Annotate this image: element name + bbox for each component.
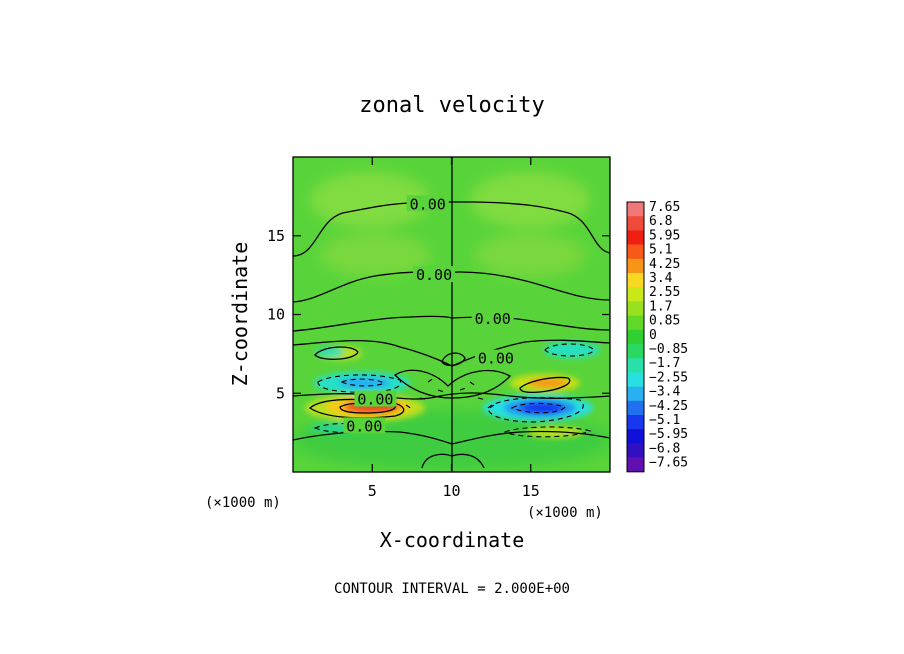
contour-center-lobe — [393, 369, 512, 399]
contour-label-bg-3 — [474, 349, 517, 366]
contour-label-bg-1 — [413, 266, 456, 283]
y-tick-label-1: 10 — [267, 306, 285, 324]
colorbar-swatch-9 — [627, 329, 644, 345]
y-tick-label-0: 5 — [276, 384, 285, 402]
contour-pos-right — [519, 376, 571, 394]
chart-title: zonal velocity — [359, 93, 544, 118]
colorbar-label-16: −5.95 — [649, 427, 688, 442]
colorbar-swatch-7 — [627, 301, 644, 316]
neg-right-upper — [544, 342, 600, 358]
dashed-neg-left-core — [340, 378, 386, 387]
colorbar-swatch-18 — [627, 457, 644, 473]
contour-label-1: 0.00 — [416, 266, 452, 284]
colorbar-swatch-14 — [627, 400, 644, 416]
contour-label-3: 0.00 — [478, 350, 514, 368]
colorbar-swatch-11 — [627, 358, 644, 373]
colorbar-swatch-16 — [627, 429, 644, 444]
contour-bottom — [421, 453, 485, 469]
contour-labels: 0.00 0.00 0.00 0.00 0.00 0.00 — [343, 195, 517, 435]
contour-label-2: 0.00 — [475, 310, 511, 328]
colorbar-swatch-2 — [627, 230, 644, 245]
colorbar-label-11: −1.7 — [649, 356, 680, 371]
contour-interval-note: CONTOUR INTERVAL = 2.000E+00 — [334, 581, 570, 597]
colorbar-label-10: −0.85 — [649, 342, 688, 357]
y-tick-label-2: 15 — [267, 227, 285, 245]
colorbar-label-0: 7.65 — [649, 200, 680, 215]
colorbar-label-7: 1.7 — [649, 299, 672, 314]
dashed-neg-right-core — [510, 402, 566, 414]
colorbar-swatch-0 — [627, 202, 644, 217]
colorbar-label-2: 5.95 — [649, 228, 680, 243]
colorbar-swatch-5 — [627, 273, 644, 288]
colorbar-label-6: 2.55 — [649, 285, 680, 300]
dashed-neg-upper-right — [544, 343, 595, 357]
axis-ticks: 5 10 15 5 10 15 — [267, 157, 610, 500]
y-axis-label: Z-coordinate — [228, 242, 252, 387]
x-tick-label-2: 15 — [522, 482, 540, 500]
colorbar-swatch-8 — [627, 315, 644, 331]
contour-small-center — [441, 352, 466, 367]
colorbar-swatch-13 — [627, 386, 644, 402]
colorbar: 7.656.85.955.14.253.42.551.70.850−0.85−1… — [626, 200, 688, 473]
contour-small-upper-left — [314, 346, 359, 360]
colorbar-label-15: −5.1 — [649, 413, 680, 428]
colorbar-swatch-1 — [627, 216, 644, 231]
colorbar-label-17: −6.8 — [649, 441, 680, 456]
contour-label-5: 0.00 — [346, 417, 382, 435]
contour-label-bg-5 — [343, 417, 386, 434]
colorbar-label-9: 0 — [649, 328, 657, 343]
colorbar-swatch-6 — [627, 287, 644, 302]
dashed-center-bits — [405, 377, 495, 410]
contour-third — [293, 315, 610, 332]
x-axis-label: X-coordinate — [380, 528, 525, 552]
colorbar-swatch-17 — [627, 443, 644, 458]
contour-label-bg-0 — [406, 195, 449, 212]
dashed-pos-lower-right — [503, 426, 592, 438]
colorbar-label-4: 4.25 — [649, 257, 680, 272]
colorbar-label-3: 5.1 — [649, 243, 672, 258]
x-tick-label-1: 10 — [442, 482, 460, 500]
x-unit-left: (×1000 m) — [205, 495, 281, 511]
colorbar-swatch-4 — [627, 258, 644, 274]
upper-light-band-right — [470, 172, 590, 228]
colorbar-swatch-15 — [627, 415, 644, 430]
colorbar-swatch-12 — [627, 372, 644, 387]
colorbar-frame — [626, 201, 645, 473]
colorbar-label-12: −2.55 — [649, 370, 688, 385]
colorbar-swatch-3 — [627, 244, 644, 260]
contour-label-0: 0.00 — [410, 195, 446, 213]
colorbar-label-8: 0.85 — [649, 314, 680, 329]
contour-label-bg-4 — [354, 390, 397, 407]
colorbar-swatch-10 — [627, 344, 644, 359]
colorbar-label-13: −3.4 — [649, 385, 680, 400]
contour-label-bg-2 — [471, 310, 514, 327]
dashed-contours — [313, 343, 595, 438]
neg-left-core — [339, 377, 391, 389]
colorbar-label-18: −7.65 — [649, 456, 688, 471]
mid-light-band-right — [475, 233, 585, 277]
x-tick-label-0: 5 — [368, 482, 377, 500]
neg-jet-right-core — [520, 402, 564, 414]
colorbar-label-1: 6.8 — [649, 214, 672, 229]
colorbar-label-5: 3.4 — [649, 271, 673, 286]
dashed-neg-right — [487, 397, 584, 423]
colorbar-label-14: −4.25 — [649, 399, 688, 414]
x-unit-right: (×1000 m) — [527, 505, 603, 521]
contour-label-4: 0.00 — [357, 391, 393, 409]
plot-area: 0.00 0.00 0.00 0.00 0.00 0.00 — [293, 157, 610, 472]
contour-pos-jet-left — [308, 398, 405, 419]
mid-light-band-left — [320, 233, 430, 277]
